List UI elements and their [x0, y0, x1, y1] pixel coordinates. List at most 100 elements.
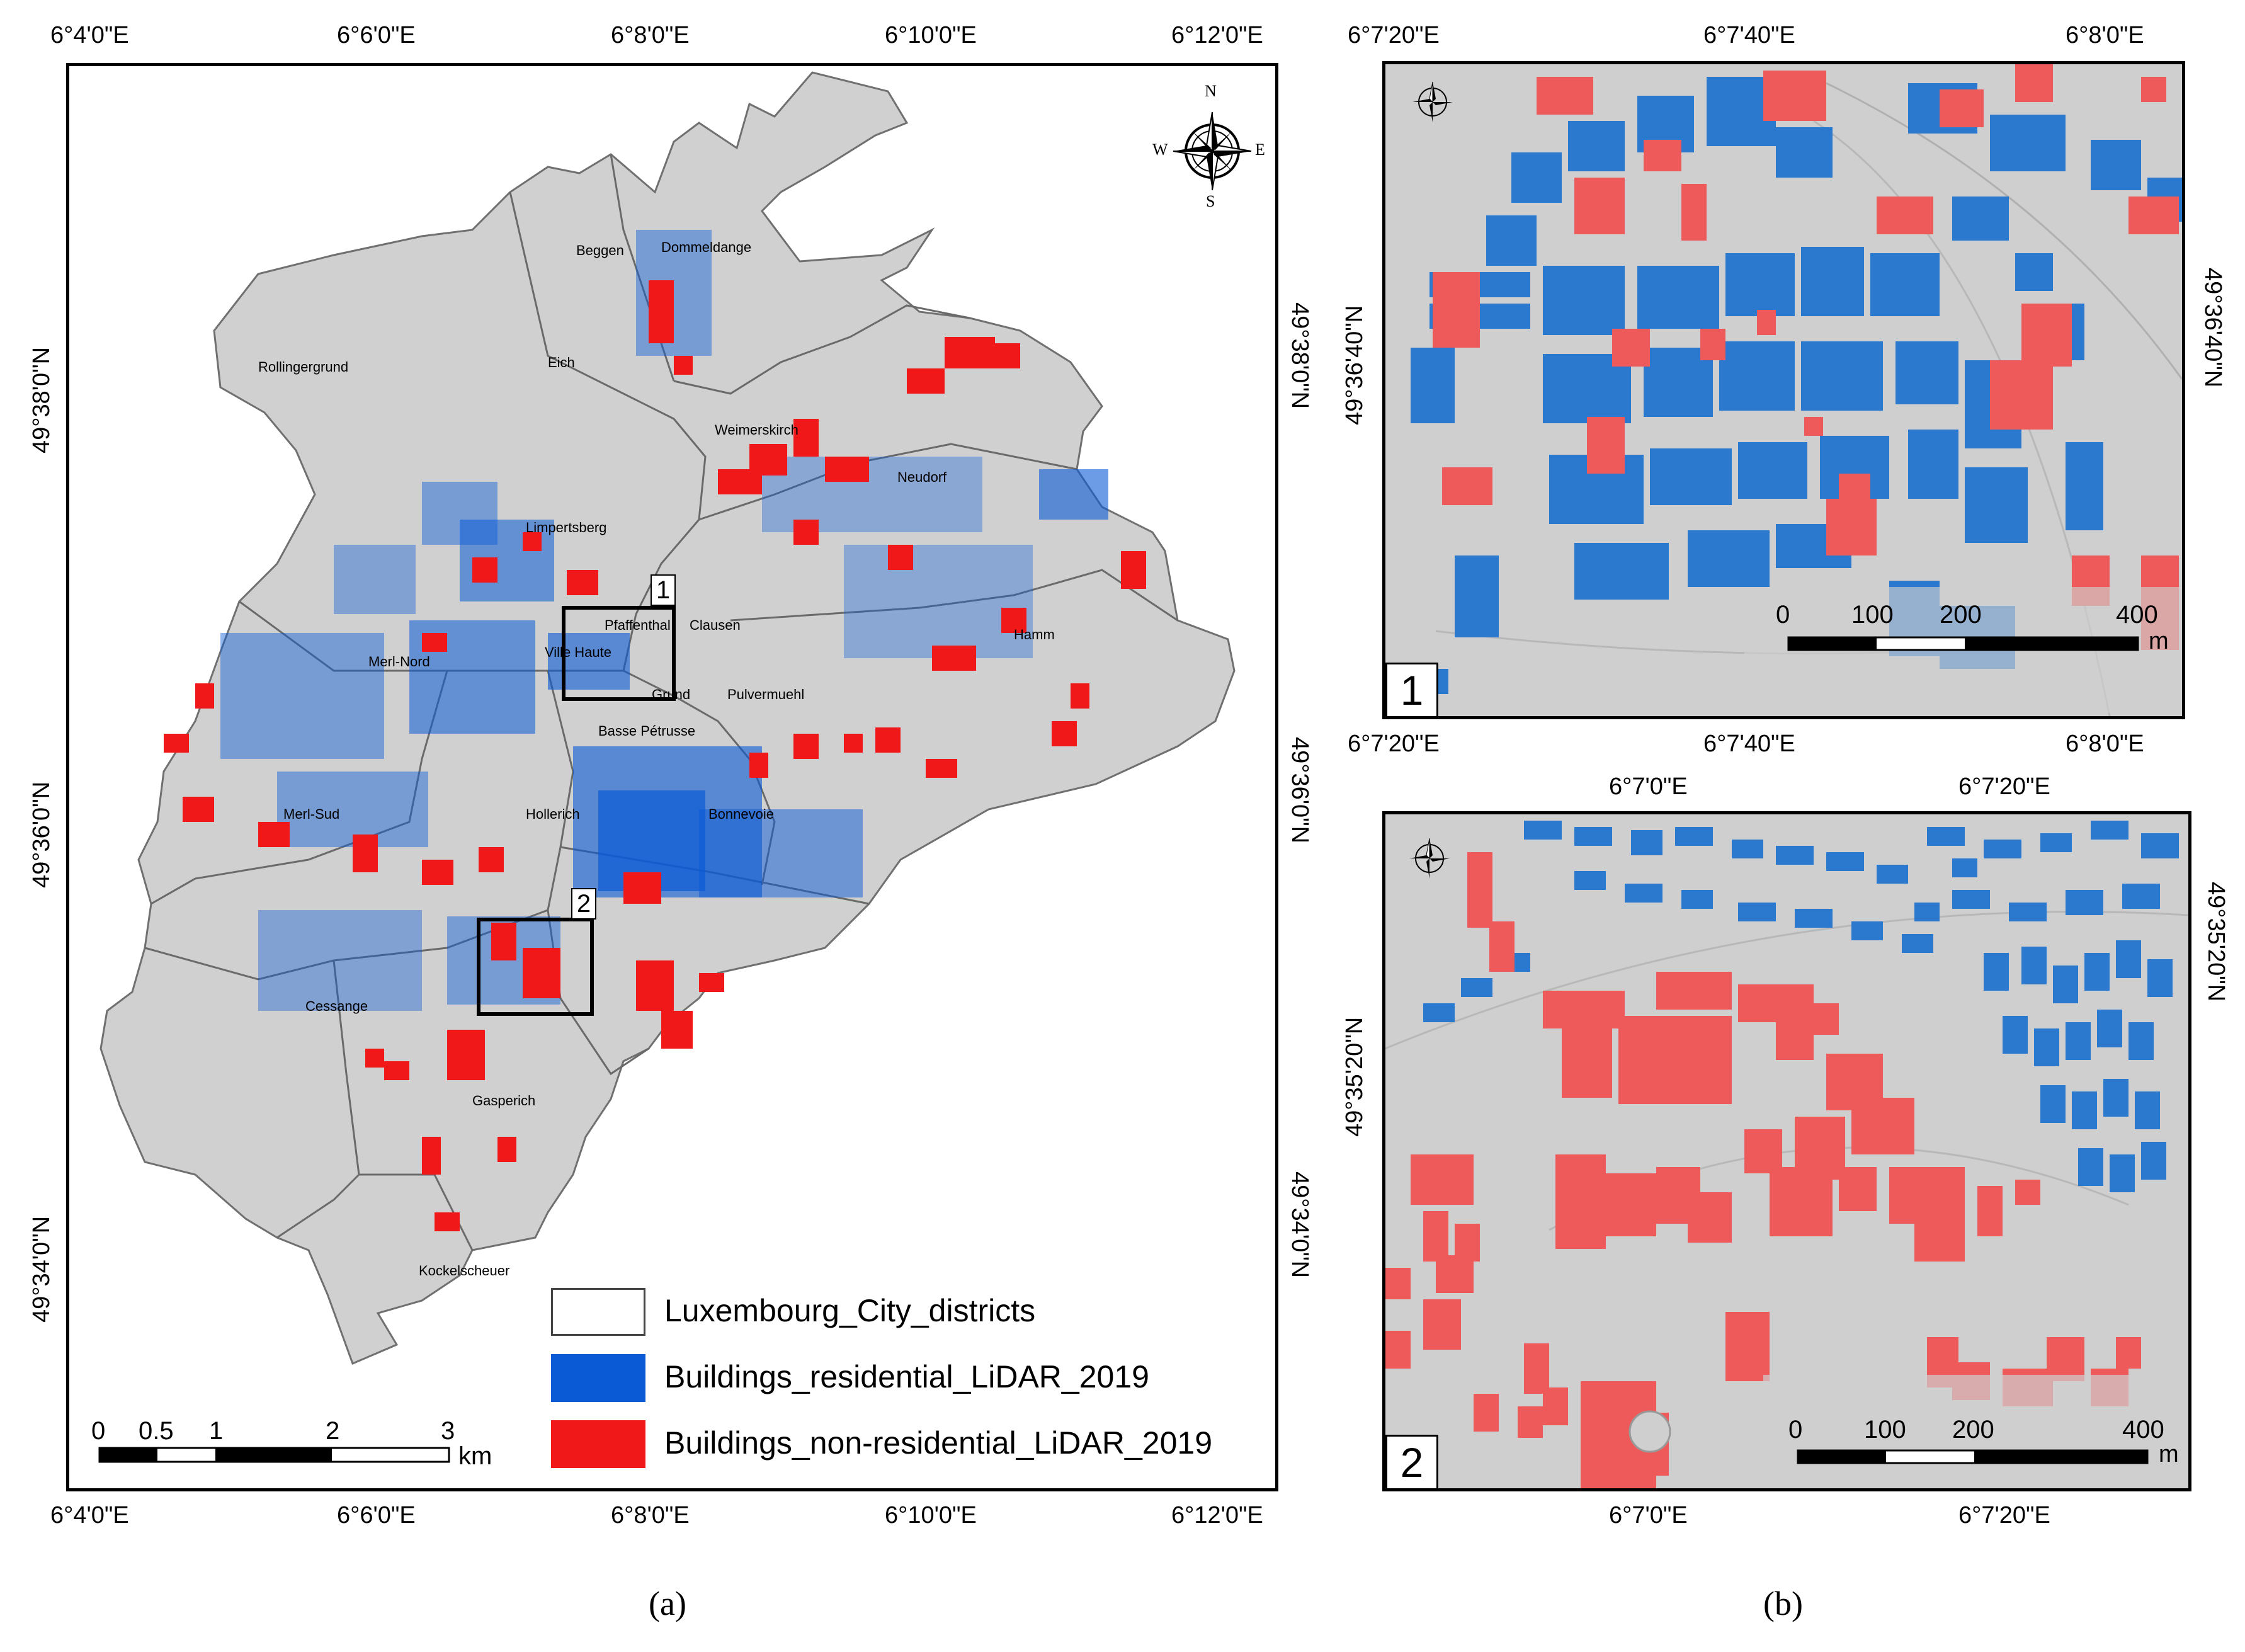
- panel-a-map: [98, 71, 1252, 1463]
- legend-label-districts: Luxembourg_City_districts: [664, 1293, 1036, 1328]
- legend-swatch-residential: [551, 1354, 645, 1402]
- right-tick-label: 49°38'0"N: [1287, 302, 1313, 409]
- scalebar-unit: km: [458, 1442, 492, 1470]
- b2-bottom-tick: 6°7'20"E: [1958, 1502, 2050, 1529]
- scalebar-tick: 0: [91, 1417, 106, 1445]
- bottom-tick-label: 6°12'0"E: [1171, 1502, 1263, 1529]
- compass-s: S: [1206, 192, 1215, 210]
- top-tick-label: 6°4'0"E: [50, 22, 129, 48]
- b1-bottom-tick: 6°8'0"E: [2066, 731, 2144, 757]
- scalebar-km: [98, 1447, 450, 1463]
- inset1-scale-unit: m: [2149, 628, 2169, 654]
- inset1-number: 1: [1385, 663, 1438, 716]
- inset2-number: 2: [1385, 1435, 1438, 1488]
- right-tick-label: 49°36'0"N: [1287, 737, 1313, 844]
- district-label: Grund: [652, 686, 691, 702]
- district-label: Dommeldange: [661, 239, 752, 255]
- top-tick-label: 6°12'0"E: [1171, 22, 1263, 48]
- district-label: Eich: [548, 355, 575, 370]
- b2-bottom-tick: 6°7'0"E: [1609, 1502, 1688, 1529]
- district-label: Hamm: [1014, 627, 1055, 642]
- city-outline: [99, 71, 1236, 1365]
- district-label: Bonnevoie: [708, 806, 774, 822]
- top-tick-label: 6°10'0"E: [885, 22, 977, 48]
- inset1-compass: [1412, 81, 1453, 122]
- panel-a-frame: Beggen Dommeldange Rollingergrund Eich W…: [66, 63, 1278, 1491]
- left-tick-label: 49°36'0"N: [28, 781, 55, 888]
- district-label: Pfaffenthal: [605, 617, 671, 633]
- panel-b2-frame: 2 0 100 200 400 m: [1382, 811, 2191, 1491]
- inset2-scalebar: [1797, 1449, 2149, 1464]
- caption-b: (b): [1763, 1585, 1803, 1622]
- district-label: Merl-Sud: [283, 806, 340, 822]
- scalebar-tick: 2: [326, 1417, 340, 1445]
- bottom-tick-label: 6°8'0"E: [611, 1502, 690, 1529]
- district-label: Cessange: [305, 998, 368, 1014]
- bottom-tick-label: 6°6'0"E: [337, 1502, 416, 1529]
- inset-label-2: 2: [571, 888, 596, 920]
- inset-label-1: 1: [651, 574, 676, 606]
- district-label: Kockelscheuer: [419, 1263, 510, 1279]
- legend-label-non-residential: Buildings_non-residential_LiDAR_2019: [664, 1425, 1213, 1461]
- district-label: Hollerich: [526, 806, 580, 822]
- bottom-tick-label: 6°10'0"E: [885, 1502, 977, 1529]
- left-tick-label: 49°38'0"N: [28, 346, 55, 453]
- district-label: Basse Pétrusse: [598, 723, 696, 739]
- inset2-scale-tick: 100: [1864, 1416, 1906, 1444]
- b2-left-tick: 49°35'20"N: [1341, 1017, 1368, 1137]
- b1-right-tick: 49°36'40"N: [2200, 268, 2226, 388]
- inset1-scalebar: [1787, 636, 2139, 651]
- panel-b1-map: [1411, 64, 2182, 716]
- scalebar-tick: 3: [441, 1417, 455, 1445]
- compass-e: E: [1255, 140, 1265, 159]
- district-label: Ville Haute: [545, 644, 611, 660]
- compass-n: N: [1205, 82, 1217, 100]
- b1-bottom-tick: 6°7'40"E: [1703, 731, 1795, 757]
- residential-buildings: [220, 230, 1108, 1011]
- legend-label-residential: Buildings_residential_LiDAR_2019: [664, 1359, 1149, 1394]
- inset-box-1: [562, 606, 676, 701]
- district-label: Gasperich: [472, 1093, 536, 1108]
- panel-b2-map: [1385, 821, 2188, 1488]
- district-label: Pulvermuehl: [727, 686, 805, 702]
- compass-w: W: [1152, 140, 1168, 159]
- bottom-tick-label: 6°4'0"E: [50, 1502, 129, 1529]
- inset1-scale-tick: 400: [2116, 601, 2158, 629]
- inset2-compass: [1409, 838, 1450, 879]
- district-label: Limpertsberg: [526, 520, 607, 535]
- b1-top-tick: 6°8'0"E: [2066, 22, 2144, 48]
- top-tick-label: 6°8'0"E: [611, 22, 690, 48]
- right-tick-label: 49°34'0"N: [1287, 1171, 1313, 1279]
- inset2-scale-unit: m: [2159, 1441, 2179, 1467]
- b2-top-tick: 6°7'20"E: [1958, 773, 2050, 800]
- inset1-scale-tick: 0: [1776, 601, 1790, 629]
- scalebar-tick: 0.5: [139, 1417, 174, 1445]
- b2-right-tick: 49°35'20"N: [2203, 882, 2229, 1002]
- b1-left-tick: 49°36'40"N: [1341, 305, 1368, 425]
- panel-b1-frame: 1 0 100 200 400 m: [1382, 61, 2185, 719]
- caption-a: (a): [649, 1585, 686, 1622]
- b2-top-tick: 6°7'0"E: [1609, 773, 1688, 800]
- legend-swatch-districts: [551, 1288, 645, 1336]
- inset2-scale-tick: 400: [2122, 1416, 2164, 1444]
- inset1-scale-tick: 100: [1851, 601, 1894, 629]
- inset-box-2: [477, 918, 594, 1016]
- scalebar-tick: 1: [209, 1417, 224, 1445]
- inset1-scale-tick: 200: [1940, 601, 1982, 629]
- district-label: Merl-Nord: [368, 654, 430, 669]
- district-label: Weimerskirch: [715, 422, 799, 438]
- b1-top-tick: 6°7'20"E: [1348, 22, 1440, 48]
- b1-bottom-tick: 6°7'20"E: [1348, 731, 1440, 757]
- district-label: Rollingergrund: [258, 359, 349, 375]
- inset2-scale-tick: 200: [1952, 1416, 1994, 1444]
- legend-swatch-non-residential: [551, 1420, 645, 1468]
- b1-top-tick: 6°7'40"E: [1703, 22, 1795, 48]
- non-residential-buildings: [164, 280, 1146, 1231]
- left-tick-label: 49°34'0"N: [28, 1216, 55, 1323]
- top-tick-label: 6°6'0"E: [337, 22, 416, 48]
- district-label: Beggen: [576, 242, 624, 258]
- inset2-scale-tick: 0: [1788, 1416, 1803, 1444]
- compass-rose: [1173, 111, 1252, 191]
- inset2-residential: [1423, 821, 2179, 1192]
- district-label: Clausen: [690, 617, 741, 633]
